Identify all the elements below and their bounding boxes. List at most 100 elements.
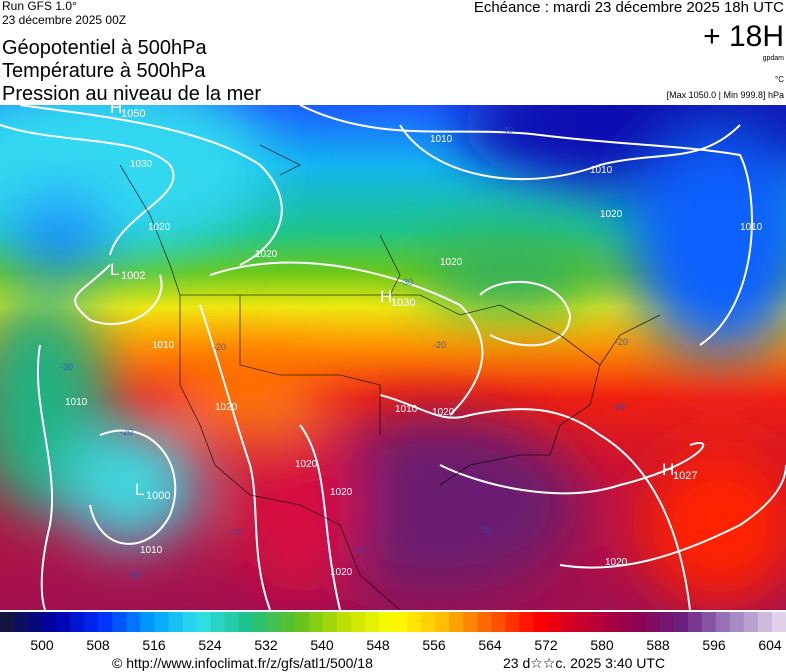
colorbar-tick: 580 xyxy=(590,637,614,652)
colorbar-swatch xyxy=(112,612,127,632)
colorbar-tick: 532 xyxy=(254,637,278,652)
colorbar-swatch xyxy=(266,612,282,632)
colorbar-swatch xyxy=(449,612,464,632)
colorbar-swatch xyxy=(364,612,380,632)
colorbar-tick: 556 xyxy=(422,637,446,652)
temp-label: -30 xyxy=(128,570,141,580)
isobar-label: 1020 xyxy=(255,249,278,260)
colorbar-swatch xyxy=(378,612,394,632)
unit-geo: gpdam xyxy=(762,55,784,62)
colorbar-swatch xyxy=(224,612,240,632)
colorbar-swatch xyxy=(617,612,633,632)
colorbar-swatch xyxy=(463,612,478,632)
temp-label: -20 xyxy=(433,340,446,350)
center-value: 1000 xyxy=(146,490,170,502)
colorbar-swatch xyxy=(210,612,226,632)
isobar-label: 1020 xyxy=(605,557,628,568)
isobar-label: 1020 xyxy=(330,487,353,498)
coastlines xyxy=(119,144,661,610)
unit-temp: °C xyxy=(775,75,784,84)
temp-label: -10 xyxy=(478,525,491,535)
isobar-label: 1020 xyxy=(215,402,238,413)
colorbar-swatch xyxy=(98,612,113,632)
colorbar-tick: 508 xyxy=(86,637,110,652)
temp-label: -10 xyxy=(228,527,241,537)
colorbar-tick: 524 xyxy=(198,637,222,652)
colorbar-swatch xyxy=(575,612,590,632)
colorbar-swatch xyxy=(182,612,197,632)
center-letter: L xyxy=(135,480,144,499)
colorbar-swatch xyxy=(701,612,717,632)
colorbar-swatch xyxy=(561,612,576,632)
colorbar-tick: 548 xyxy=(366,637,390,652)
colorbar-tick: 516 xyxy=(142,637,166,652)
center-letter: H xyxy=(662,460,674,479)
isobar-label: 1020 xyxy=(600,209,623,220)
colorbar-swatch xyxy=(533,612,548,632)
colorbar-swatch xyxy=(196,612,212,632)
colorbar-swatch xyxy=(42,612,57,632)
colorbar-tick: 572 xyxy=(534,637,558,652)
colorbar-swatch xyxy=(407,612,422,632)
colorbar-swatch xyxy=(771,612,786,632)
colorbar: 500 508 516 524 532 540 548 556 564 572 580 588 596 6… xyxy=(0,612,786,652)
colorbar-swatch xyxy=(743,612,759,632)
colorbar-swatch xyxy=(252,612,268,632)
isobar-label: 1030 xyxy=(130,159,153,170)
run-date: 23 décembre 2025 00Z xyxy=(2,13,127,27)
colorbar-tick: 588 xyxy=(646,637,670,652)
range: [Max 1050.0 | Min 999.8] hPa xyxy=(666,90,784,100)
colorbar-swatch xyxy=(757,612,773,632)
colorbar-tick: 540 xyxy=(310,637,334,652)
isobar-label: 1020 xyxy=(148,222,171,233)
temp-label: -20 xyxy=(612,402,625,412)
colorbar-swatch xyxy=(84,612,99,632)
colorbar-swatch xyxy=(294,612,310,632)
colorbar-swatch xyxy=(589,612,605,632)
footer-url: © http://www.infoclimat.fr/z/gfs/atl1/50… xyxy=(112,655,373,671)
echeance: Echéance : mardi 23 décembre 2025 18h UT… xyxy=(473,0,784,16)
colorbar-swatch xyxy=(477,612,492,632)
center-value: 1050 xyxy=(121,108,145,120)
center-letter: H xyxy=(110,105,122,117)
isobar-label: 1010 xyxy=(395,404,418,415)
temp-label: -40 xyxy=(500,125,513,135)
footer-stamp: 23 d☆☆c. 2025 3:40 UTC xyxy=(503,655,666,671)
colorbar-swatch xyxy=(154,612,169,632)
run: Run GFS 1.0° xyxy=(2,0,77,13)
colorbar-swatch xyxy=(673,612,689,632)
isobar-label: 1020 xyxy=(295,459,318,470)
colorbar-swatch xyxy=(70,612,85,632)
temp-label: -20 xyxy=(120,427,133,437)
lead: + 18H xyxy=(703,20,784,53)
colorbar-swatch xyxy=(435,612,450,632)
colorbar-swatch xyxy=(308,612,324,632)
colorbar-swatch xyxy=(603,612,619,632)
colorbar-swatch xyxy=(168,612,183,632)
colorbar-tick: 596 xyxy=(702,637,726,652)
center-letter: H xyxy=(380,287,392,306)
center-value: 1030 xyxy=(391,297,415,309)
colorbar-swatch xyxy=(687,612,703,632)
temp-label: -30 xyxy=(60,362,73,372)
colorbar-swatch xyxy=(56,612,71,632)
isobar-label: 1020 xyxy=(330,567,353,578)
colorbar-swatch xyxy=(28,612,43,632)
title-2: Température à 500hPa xyxy=(2,60,206,82)
colorbar-swatch xyxy=(631,612,647,632)
colorbar-swatch xyxy=(491,612,506,632)
isobar-label: 1010 xyxy=(740,222,763,233)
colorbar-tick: 500 xyxy=(30,637,54,652)
isobar-label: 1010 xyxy=(430,134,453,145)
isobar-label: 1010 xyxy=(140,545,163,556)
colorbar-swatch xyxy=(645,612,661,632)
colorbar-swatch xyxy=(280,612,296,632)
title-1: Géopotentiel à 500hPa xyxy=(2,37,207,59)
center-value: 1002 xyxy=(121,270,145,282)
colorbar-swatch xyxy=(350,612,366,632)
colorbar-swatch xyxy=(336,612,352,632)
temp-label: -30 xyxy=(400,277,413,287)
colorbar-tick: 604 xyxy=(758,637,782,652)
colorbar-swatch xyxy=(126,612,141,632)
